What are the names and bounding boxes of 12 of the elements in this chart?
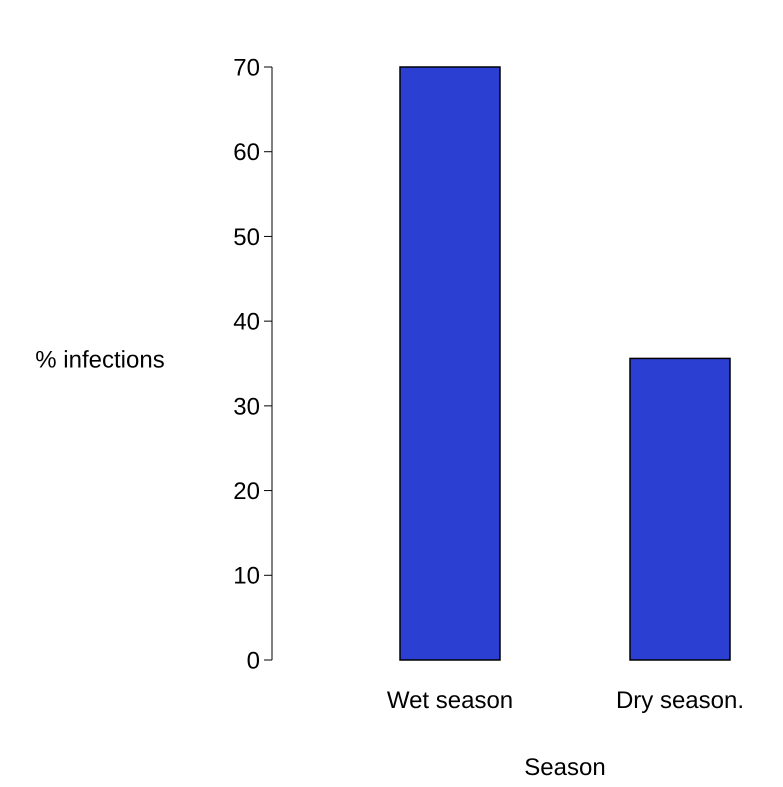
x-axis-title: Season — [524, 754, 606, 781]
x-tick-label: Wet season — [386, 687, 514, 714]
y-tick-label: 50 — [233, 224, 260, 251]
x-tick-label: Dry season. — [616, 687, 744, 714]
y-tick-label: 60 — [233, 139, 260, 166]
y-tick-label: 40 — [233, 308, 260, 336]
y-tick-label: 30 — [233, 393, 260, 420]
y-tick-label: 10 — [233, 562, 260, 590]
y-tick-label: 70 — [233, 54, 260, 82]
y-axis-title: % infections — [35, 346, 165, 374]
y-tick-label: 20 — [233, 478, 260, 505]
y-tick-label: 0 — [246, 647, 260, 674]
